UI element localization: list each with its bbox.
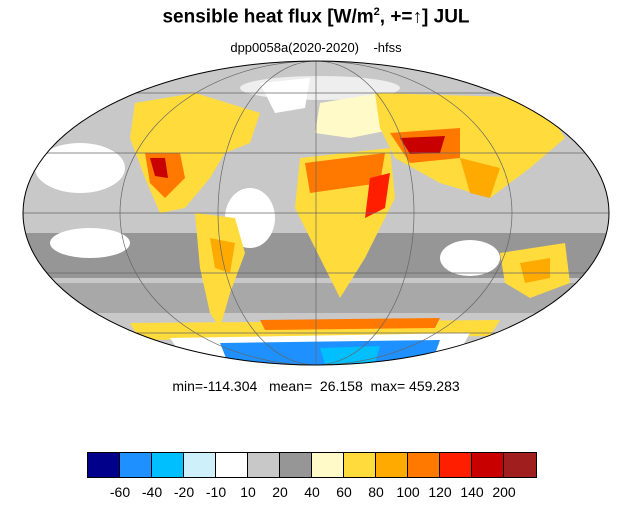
hot-australia [520,258,550,283]
globe-outline [22,60,610,366]
colorbar-swatch [344,453,376,477]
land-asia [375,93,565,198]
world-map [22,60,610,366]
colorbar-swatch [280,453,312,477]
colorbar-tick-label: 40 [304,484,320,500]
hottest-middle-east [400,136,445,154]
antarctic-ring-hot [260,318,440,330]
chart-title: sensible heat flux [W/m2, +=↑] JUL [162,6,470,28]
colorbar-tick-label: 20 [272,484,288,500]
colorbar [87,452,537,478]
colorbar-tick-label: -20 [173,484,195,500]
colorbar-tick-label: 10 [240,484,256,500]
hot-sahara [305,153,385,193]
chart-subtitle: dpp0058a(2020-2020) -hfss [230,40,402,55]
colorbar-swatch [472,453,504,477]
white-patch-indian [440,240,500,276]
colorbar-tick-label: 100 [396,484,420,500]
colorbar-swatch [88,453,120,477]
graticule [23,61,609,365]
hottest-north-america [150,158,168,178]
colorbar-tick-label: 60 [336,484,352,500]
colorbar-swatch [216,453,248,477]
coldest-antarctica [320,346,380,364]
colorbar-tick-label: 200 [492,484,516,500]
colorbar-tick-label: -10 [205,484,227,500]
hot-south-america [210,238,235,273]
colorbar-swatch [184,453,216,477]
colorbar-swatch [440,453,472,477]
colorbar-tick-label: 80 [368,484,384,500]
colorbar-swatch [152,453,184,477]
summary-stats: min=-114.304 mean= 26.158 max= 459.283 [172,378,460,394]
colorbar-swatch [408,453,440,477]
colorbar-swatch [312,453,344,477]
colorbar-tick-label: -60 [109,484,131,500]
hot-east-africa [365,173,390,218]
colorbar-tick-label: -40 [141,484,163,500]
colorbar-swatch [120,453,152,477]
colorbar-swatch [504,453,536,477]
colorbar-swatch [376,453,408,477]
colorbar-tick-label: 120 [428,484,452,500]
white-patch-south-pacific [50,228,130,258]
white-patch-north-pacific [35,143,125,193]
colorbar-tick-label: 140 [460,484,484,500]
land-south-america [195,213,245,328]
colorbar-swatch [248,453,280,477]
land-greenland [260,78,310,113]
land-south-asia [460,158,500,198]
